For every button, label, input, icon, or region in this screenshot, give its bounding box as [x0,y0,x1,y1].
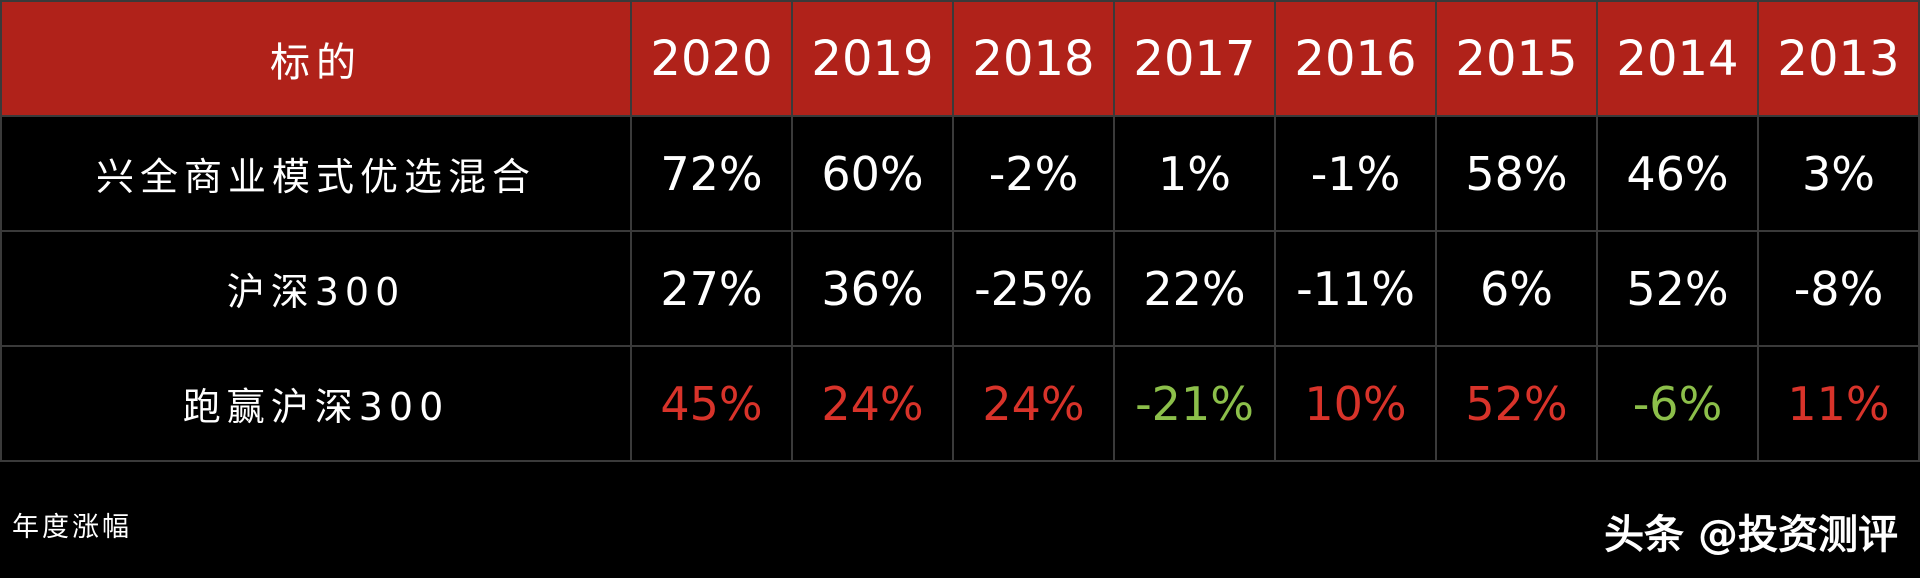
table-cell: 45% [630,345,793,462]
source-watermark: 头条 @投资测评 [1604,512,1898,558]
table-cell: 72% [630,115,793,232]
annual-return-table: 标的 2020 2019 2018 2017 2016 2015 2014 20… [0,0,1920,462]
table-cell: 24% [952,345,1115,462]
column-header-year: 2013 [1757,0,1920,117]
table-cell: 27% [630,230,793,347]
column-header-year: 2019 [791,0,954,117]
table-cell: 6% [1435,230,1598,347]
table-cell: 60% [791,115,954,232]
table-cell: 46% [1596,115,1759,232]
row-label: 沪深300 [0,230,632,347]
table-cell: -6% [1596,345,1759,462]
table-cell: 11% [1757,345,1920,462]
row-label: 兴全商业模式优选混合 [0,115,632,232]
table-cell: -21% [1113,345,1276,462]
table-cell: 3% [1757,115,1920,232]
column-header-label: 标的 [0,0,632,117]
table-cell: -2% [952,115,1115,232]
table-cell: 10% [1274,345,1437,462]
table-cell: 58% [1435,115,1598,232]
row-label: 跑赢沪深300 [0,345,632,462]
table-row-fund: 兴全商业模式优选混合 72% 60% -2% 1% -1% 58% 46% 3% [0,115,1920,232]
table-row-excess: 跑赢沪深300 45% 24% 24% -21% 10% 52% -6% 11% [0,345,1920,462]
column-header-year: 2018 [952,0,1115,117]
table-cell: 22% [1113,230,1276,347]
table-cell: -8% [1757,230,1920,347]
table-cell: 24% [791,345,954,462]
column-header-year: 2017 [1113,0,1276,117]
footer-note: 年度涨幅 [12,512,132,543]
table-row-index: 沪深300 27% 36% -25% 22% -11% 6% 52% -8% [0,230,1920,347]
table-cell: -1% [1274,115,1437,232]
table-cell: -25% [952,230,1115,347]
table-cell: 52% [1596,230,1759,347]
table-cell: 1% [1113,115,1276,232]
table-header-row: 标的 2020 2019 2018 2017 2016 2015 2014 20… [0,0,1920,117]
column-header-year: 2014 [1596,0,1759,117]
table-cell: 36% [791,230,954,347]
table-cell: -11% [1274,230,1437,347]
column-header-year: 2016 [1274,0,1437,117]
column-header-year: 2020 [630,0,793,117]
table-cell: 52% [1435,345,1598,462]
column-header-year: 2015 [1435,0,1598,117]
